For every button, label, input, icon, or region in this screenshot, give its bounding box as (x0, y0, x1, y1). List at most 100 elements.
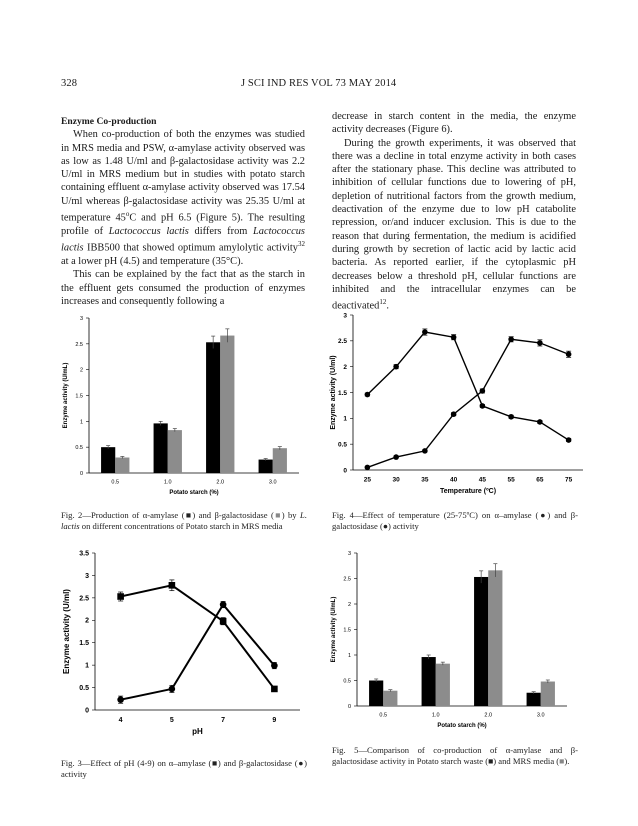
series-2-point (219, 601, 227, 608)
bar-s1-3 (474, 576, 489, 706)
y-tick-label: 1 (343, 416, 347, 423)
series-2-point (450, 411, 457, 417)
y-tick-label: 1.5 (79, 640, 89, 647)
y-tick-label: 0.5 (79, 685, 89, 692)
x-tick-label: 25 (364, 477, 372, 484)
y-tick-label: 2.5 (338, 338, 347, 345)
paragraph-growth-experiments: During the growth experiments, it was ob… (332, 137, 576, 312)
paragraph-co-production: When co-production of both the enzymes w… (61, 129, 305, 267)
bar-s2-2 (167, 430, 182, 473)
series-2-point (168, 685, 176, 693)
x-tick-label: 7 (221, 717, 225, 724)
left-text-column: Enzyme Co-production When co-production … (61, 115, 305, 308)
paragraph-explanation: This can be explained by the fact that a… (61, 269, 305, 307)
x-tick-label: 3.0 (269, 480, 277, 486)
series-2-point (393, 454, 399, 460)
bar-s1-2 (421, 657, 436, 706)
y-tick-label: 3 (80, 316, 83, 322)
y-tick-label: 3.5 (79, 550, 89, 557)
y-tick-label: 3 (348, 551, 351, 557)
series-1-line (366, 331, 569, 441)
y-tick-label: 2 (80, 368, 83, 374)
figure-5-bar-chart: 0 0.5 1 1.5 2 2.5 3 0.5 1.0 2.0 3.0 Potato starch (… (331, 551, 567, 729)
x-tick-label: 0.5 (111, 480, 119, 486)
series-1-point (508, 413, 514, 420)
x-tick-label: 45 (479, 477, 487, 484)
bar-s2-1 (115, 457, 130, 473)
section-heading: Enzyme Co-production (61, 116, 157, 127)
y-tick-label: 2 (85, 618, 89, 625)
bar-s1-4 (258, 459, 273, 473)
y-tick-label: 0.5 (338, 441, 347, 448)
series-1-point (537, 419, 543, 425)
x-tick-label: 1.0 (432, 713, 440, 719)
figure-4-caption: Fig. 4—Effect of temperature (25-75ºC) o… (332, 510, 578, 531)
bar-s2-3 (488, 570, 503, 706)
y-tick-label: 2.5 (343, 576, 351, 582)
right-text-column: decrease in starch content in the media,… (332, 110, 576, 313)
series-1-point (117, 593, 124, 600)
y-tick-label: 1 (85, 663, 89, 670)
y-axis-label: Enzyme activity (U/ml) (62, 589, 71, 674)
y-axis-label: Enzyme activity (U/mL) (331, 597, 337, 663)
series-1-point (565, 437, 572, 443)
y-tick-label: 0.5 (75, 445, 83, 451)
figure-2-caption: Fig. 2—Production of α-amylase (■) and β… (61, 510, 307, 531)
y-tick-label: 1.5 (75, 393, 83, 399)
x-tick-label: 40 (450, 477, 458, 484)
bar-s2-2 (435, 663, 450, 706)
series-1-point (271, 685, 278, 693)
x-tick-label: 55 (508, 477, 516, 484)
series-1-point (364, 391, 371, 398)
series-2-point (479, 388, 486, 394)
y-tick-label: 0 (348, 704, 351, 710)
x-tick-label: 4 (119, 717, 123, 724)
x-axis-label: Potato starch (%) (169, 490, 218, 496)
series-1-point (219, 617, 227, 625)
bar-s1-1 (369, 680, 384, 706)
bar-s1-2 (153, 423, 168, 473)
y-axis-label: Enzyme activity (U/mL) (63, 363, 69, 429)
series-2-point (422, 448, 428, 454)
series-2-line (367, 338, 569, 469)
y-tick-label: 1 (80, 419, 83, 425)
series-1-point (479, 403, 486, 409)
y-tick-label: 2 (348, 602, 351, 608)
x-axis-label: Temperature (ºC) (440, 488, 496, 495)
x-tick-label: 2.0 (216, 480, 224, 486)
figure-2-bar-chart: 0 0.5 1 1.5 2 2.5 3 0.5 1.0 2.0 3.0 Potato starch (… (63, 316, 299, 496)
y-tick-label: 0 (80, 471, 83, 477)
paragraph-continued: decrease in starch content in the media,… (332, 111, 576, 136)
x-tick-label: 65 (536, 477, 544, 484)
y-tick-label: 2.5 (75, 342, 83, 348)
series-1-point (393, 363, 399, 370)
series-1-line (120, 584, 276, 690)
series-2-line (120, 602, 276, 701)
x-tick-label: 3.0 (537, 713, 545, 719)
series-2-point (565, 351, 572, 358)
y-tick-label: 1.5 (343, 627, 351, 633)
bar-s1-1 (101, 447, 116, 473)
figure-3-line-chart: 0 0.5 1 1.5 2 2.5 3 3.5 4 5 7 9 pH Enzyme activity (U… (62, 550, 300, 736)
y-tick-label: 0 (343, 467, 347, 474)
series-1-point (450, 334, 457, 341)
series-1-point (168, 581, 176, 589)
bar-s2-4 (540, 681, 555, 706)
y-tick-label: 1.5 (338, 390, 347, 397)
bar-s1-4 (526, 692, 541, 706)
series-2-point (271, 662, 278, 669)
x-tick-label: 5 (170, 717, 174, 724)
x-tick-label: 75 (565, 477, 573, 484)
y-tick-label: 2.5 (79, 595, 89, 602)
series-2-point (364, 464, 371, 471)
bar-s1-3 (206, 342, 221, 473)
x-tick-label: 30 (393, 477, 401, 484)
series-2-point (508, 336, 514, 343)
y-tick-label: 1 (348, 653, 351, 659)
bar-s2-3 (220, 335, 235, 473)
x-tick-label: 9 (272, 717, 276, 724)
page-number: 328 (61, 78, 78, 89)
series-2-point (117, 696, 124, 703)
y-tick-label: 0 (85, 707, 89, 714)
x-tick-label: 35 (421, 477, 429, 484)
